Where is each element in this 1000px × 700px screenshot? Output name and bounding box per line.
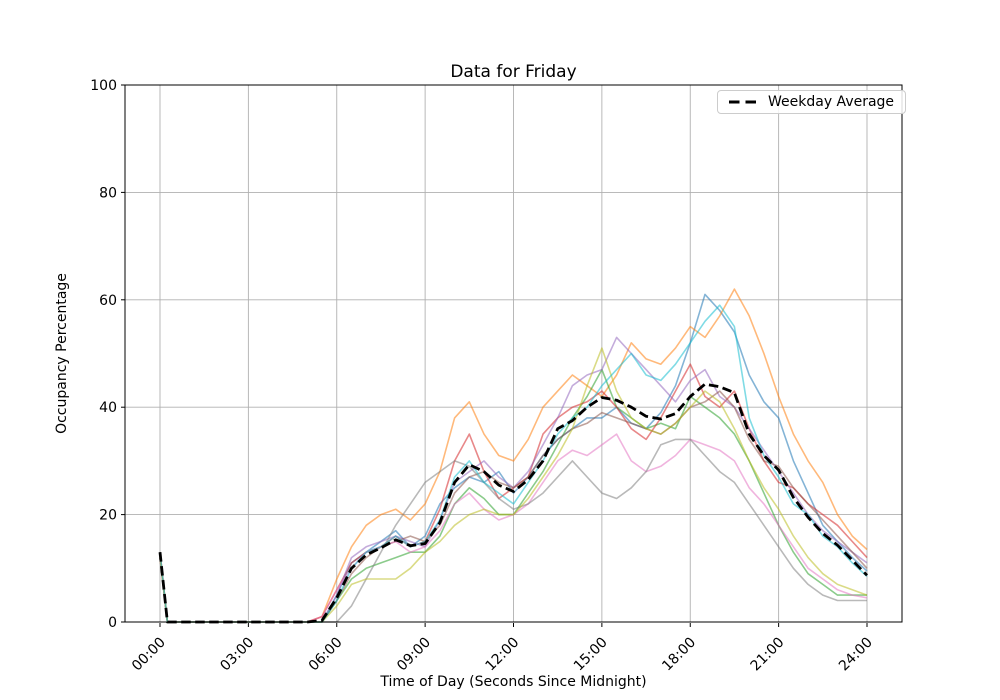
x-tick-label: 09:00 <box>394 635 434 675</box>
x-tick-label: 00:00 <box>129 635 169 675</box>
y-tick-label: 80 <box>99 185 117 201</box>
x-tick-label: 21:00 <box>748 635 788 675</box>
y-tick-label: 20 <box>99 508 117 524</box>
x-tick-label: 24:00 <box>836 635 876 675</box>
y-tick-label: 60 <box>99 293 117 309</box>
legend: Weekday Average <box>717 90 907 114</box>
y-tick-label: 40 <box>99 400 117 416</box>
x-axis-label: Time of Day (Seconds Since Midnight) <box>379 674 646 690</box>
x-tick-label: 12:00 <box>482 635 522 675</box>
chart-title: Data for Friday <box>450 62 577 82</box>
x-tick-label: 03:00 <box>217 635 257 675</box>
y-tick-label: 0 <box>108 615 117 631</box>
y-axis-label: Occupancy Percentage <box>54 273 70 434</box>
axes-spines <box>124 84 903 623</box>
legend-label: Weekday Average <box>768 94 895 110</box>
y-tick-label: 100 <box>90 78 117 94</box>
x-tick-label: 18:00 <box>659 635 699 675</box>
legend-dash-icon <box>729 100 758 104</box>
x-tick-label: 06:00 <box>306 635 346 675</box>
x-tick-label: 15:00 <box>571 635 611 675</box>
